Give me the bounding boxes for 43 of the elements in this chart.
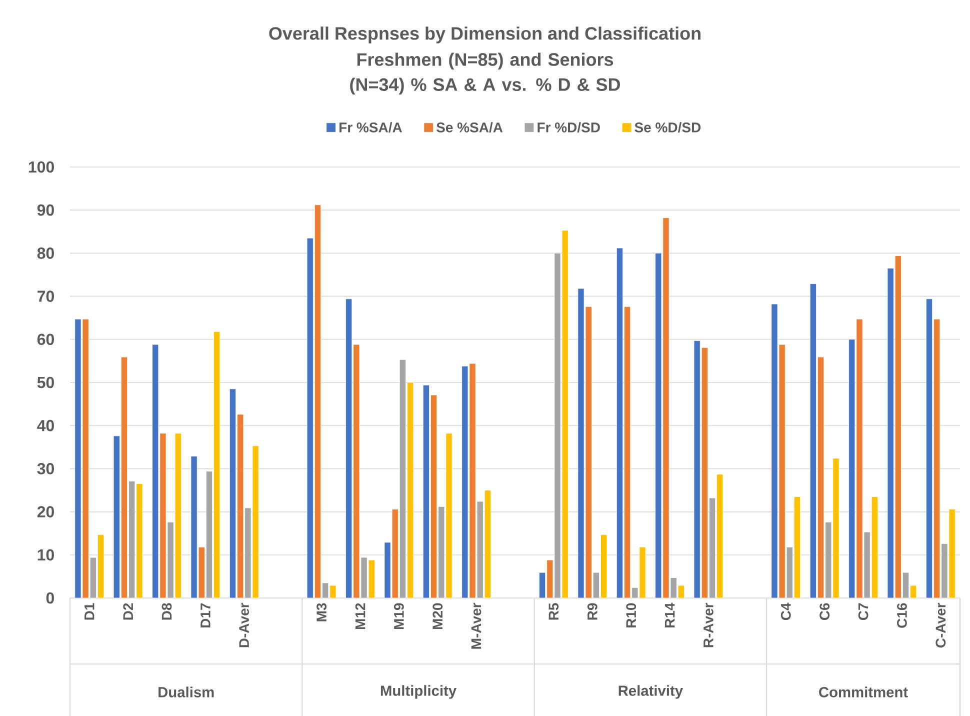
text: Multiplicity (380, 685, 456, 699)
x-tick-label: M12 (355, 603, 366, 629)
x-tick-label: M-Aver (471, 602, 482, 649)
legend-label: Se %SA/A (436, 122, 503, 133)
y-tick-label: 30 (37, 463, 54, 474)
bar (562, 230, 568, 598)
y-tick-label: 50 (37, 376, 54, 388)
x-tick-label: C-Aver (936, 602, 946, 648)
x-tick-label: C4 (780, 602, 791, 620)
chart-subtitle: Freshmen (N=85) and Seniors (N=34) % SA & A vs. % D & SD (350, 52, 620, 95)
x-tick-label: D-Aver (239, 602, 250, 648)
legend-label: Fr %SA/A (340, 122, 402, 133)
y-tick-label: 40 (37, 420, 54, 432)
legend-label: Fr %D/SD (538, 122, 600, 133)
y-tick-label: 0 (46, 592, 54, 604)
y-tick-label: 60 (37, 334, 54, 346)
x-tick-label: R10 (626, 603, 636, 628)
chart-title: Overall Respnses by Dimension and Classification (269, 26, 700, 44)
x-tick-label: D17 (200, 603, 210, 628)
x-tick-label: M19 (394, 603, 404, 629)
x-tick-label: D2 (123, 603, 133, 620)
text: Dualism (158, 686, 214, 698)
text: Relativity (618, 685, 683, 699)
text: Commitment (819, 686, 908, 698)
x-tick-label: C7 (858, 603, 868, 620)
x-tick-label: D1 (84, 603, 94, 620)
y-tick-label: 90 (37, 204, 54, 216)
x-tick-label: C16 (897, 603, 907, 628)
x-tick-label: R-Aver (704, 602, 714, 648)
x-tick-label: M20 (432, 603, 443, 629)
y-tick-label: 10 (38, 549, 54, 561)
y-tick-label: 80 (37, 248, 54, 259)
y-tick-label: 100 (28, 161, 54, 173)
y-tick-label: 70 (38, 290, 54, 302)
y-tick-label: 20 (37, 506, 54, 518)
bar (894, 256, 902, 598)
x-tick-label: C6 (820, 603, 830, 620)
legend-label: Se %D/SD (634, 122, 701, 133)
x-tick-label: R14 (664, 602, 675, 628)
x-tick-label: D8 (162, 603, 172, 620)
x-tick-label: R9 (587, 603, 598, 620)
x-tick-label: R5 (548, 603, 559, 620)
x-tick-label: M3 (316, 603, 327, 622)
